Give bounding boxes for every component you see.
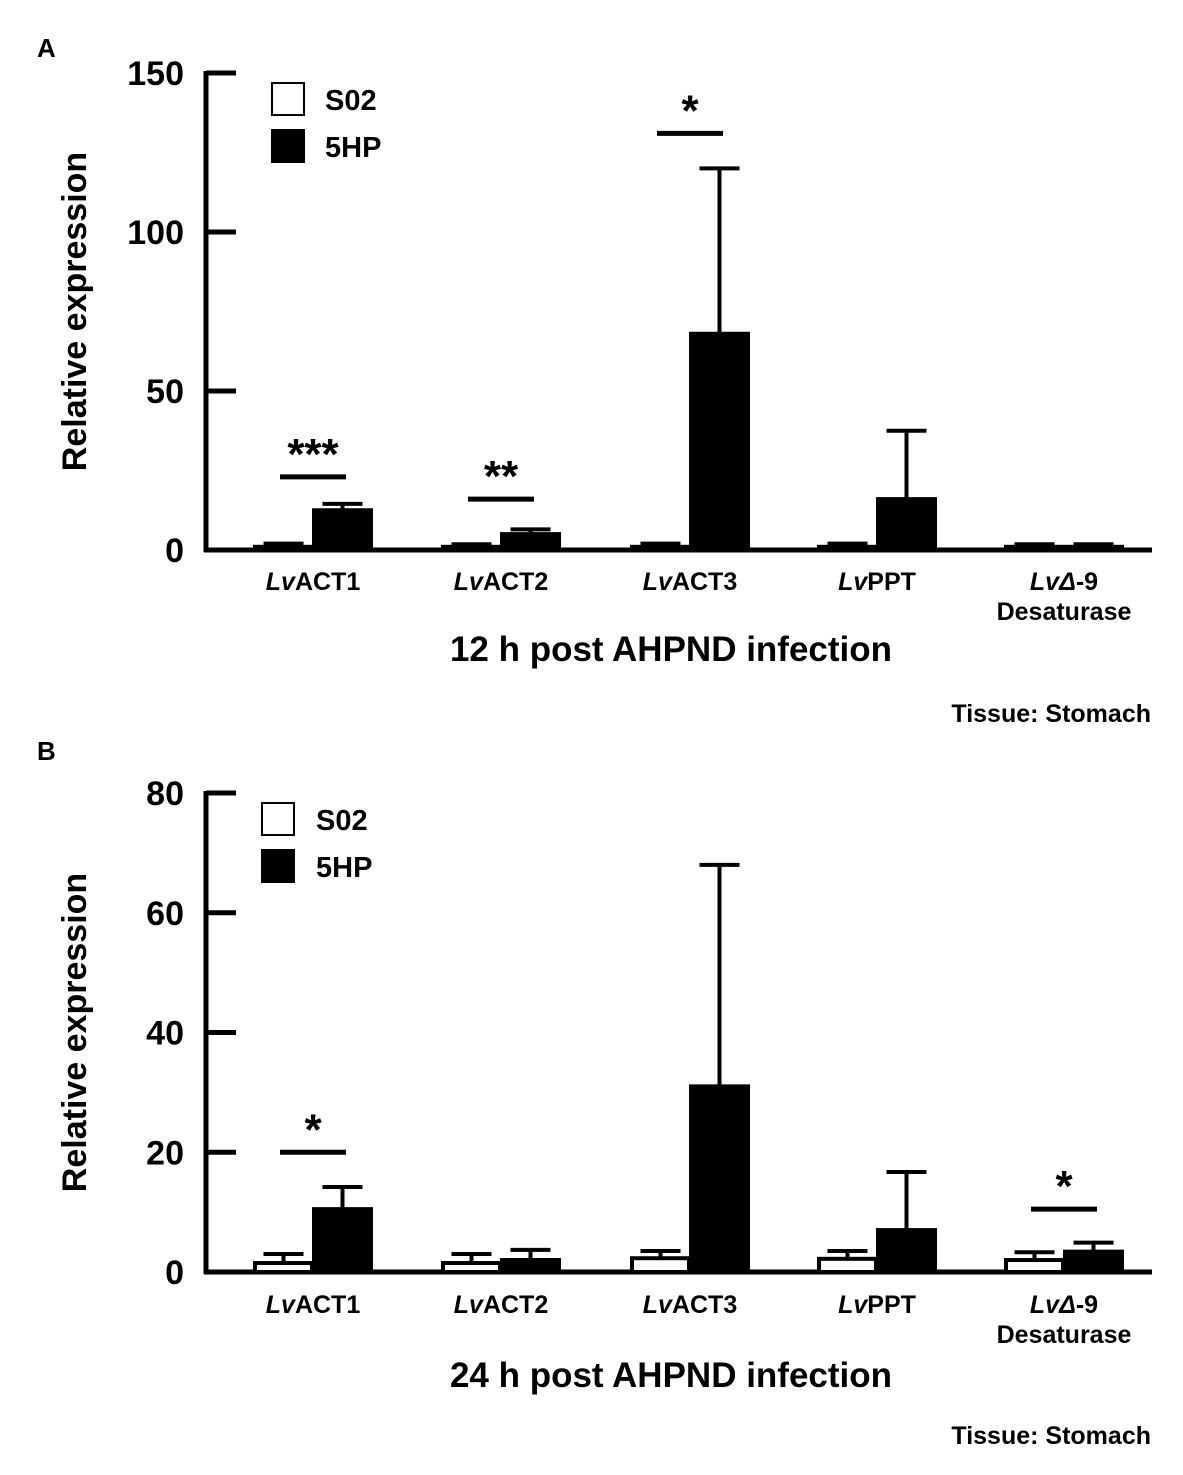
x-tick-label-name: ACT2 bbox=[483, 1291, 548, 1319]
x-tick-label-prefix: Lv bbox=[838, 1291, 869, 1319]
x-tick-label-prefix: Lv bbox=[838, 568, 869, 596]
bar-s02-0 bbox=[253, 544, 314, 553]
x-tick-label: LvPPT bbox=[838, 1291, 916, 1319]
bar-s02-1 bbox=[441, 1261, 502, 1275]
bar-s02-3 bbox=[817, 544, 878, 553]
x-tick-label-name: -9 bbox=[1076, 568, 1098, 596]
bar-5hp-1 bbox=[500, 532, 561, 552]
bar-s02-0 bbox=[253, 1261, 314, 1275]
x-tick-label: LvACT1 bbox=[266, 1291, 361, 1319]
y-tick-label: 150 bbox=[127, 55, 184, 93]
y-tick-label: 0 bbox=[165, 1254, 184, 1292]
significance-stars: * bbox=[681, 86, 699, 135]
x-tick-label-prefix: Lv bbox=[266, 1291, 297, 1319]
x-tick-label-name: ACT1 bbox=[295, 1291, 360, 1319]
bar-s02-4 bbox=[1004, 544, 1065, 553]
significance-stars: * bbox=[304, 1105, 322, 1154]
bar-s02-2 bbox=[630, 544, 691, 553]
bar-5hp-0 bbox=[312, 508, 373, 552]
bar-5hp-3 bbox=[876, 1228, 937, 1275]
x-tick-label-prefix: Lv bbox=[454, 568, 485, 596]
x-tick-label: LvPPT bbox=[838, 568, 916, 596]
bar-s02-2 bbox=[630, 1256, 691, 1275]
tissue-label: Tissue: Stomach bbox=[951, 700, 1151, 728]
x-tick-label: LvΔ-9 bbox=[1030, 1291, 1098, 1319]
y-tick-label: 50 bbox=[146, 373, 184, 411]
x-tick-label-prefix: Lv bbox=[643, 568, 674, 596]
x-tick-label: LvACT2 bbox=[454, 1291, 548, 1319]
x-tick-label-name: ACT3 bbox=[672, 568, 737, 596]
bar-s02-1 bbox=[441, 544, 502, 553]
bar-5hp-0 bbox=[312, 1207, 373, 1274]
y-tick-label: 20 bbox=[146, 1134, 184, 1172]
y-tick-label: 100 bbox=[127, 214, 184, 252]
legend-label-5hp: 5HP bbox=[316, 852, 372, 884]
x-tick-label: LvACT3 bbox=[643, 1291, 737, 1319]
x-tick-label-line2: Desaturase bbox=[997, 598, 1132, 626]
tissue-label: Tissue: Stomach bbox=[951, 1422, 1151, 1450]
x-tick-label-name: ACT3 bbox=[672, 1291, 737, 1319]
legend-swatch-s02 bbox=[271, 82, 305, 116]
x-tick-label-prefix: Lv bbox=[643, 1291, 674, 1319]
legend-label-5hp: 5HP bbox=[325, 132, 381, 164]
bar-5hp-3 bbox=[876, 497, 937, 552]
y-tick-label: 80 bbox=[146, 775, 184, 813]
bar-s02-4 bbox=[1004, 1258, 1065, 1275]
bar-5hp-2 bbox=[689, 1084, 750, 1274]
y-tick-label: 60 bbox=[146, 895, 184, 933]
x-tick-label-prefix: LvΔ bbox=[1030, 568, 1076, 596]
significance-stars: ** bbox=[484, 452, 519, 501]
legend-label-s02: S02 bbox=[316, 805, 368, 837]
y-tick-label: 0 bbox=[165, 532, 184, 570]
y-axis-label: Relative expression bbox=[56, 152, 94, 471]
y-axis-label: Relative expression bbox=[56, 873, 94, 1192]
legend-swatch-s02 bbox=[261, 802, 295, 836]
bar-5hp-2 bbox=[689, 331, 750, 553]
x-axis-title: 24 h post AHPND infection bbox=[450, 1356, 892, 1395]
bar-5hp-4 bbox=[1063, 544, 1124, 553]
x-tick-label-name: ACT2 bbox=[483, 568, 548, 596]
x-tick-label-name: PPT bbox=[867, 1291, 916, 1319]
y-tick-label: 40 bbox=[146, 1015, 184, 1053]
x-tick-label-name: -9 bbox=[1076, 1291, 1098, 1319]
x-tick-label-prefix: Lv bbox=[454, 1291, 485, 1319]
x-axis-title: 12 h post AHPND infection bbox=[450, 630, 892, 669]
x-tick-label-line2: Desaturase bbox=[997, 1321, 1132, 1349]
x-tick-label-name: ACT1 bbox=[295, 568, 360, 596]
x-tick-label: LvACT1 bbox=[266, 568, 361, 596]
panel-letter: A bbox=[37, 33, 56, 63]
bar-5hp-1 bbox=[500, 1258, 561, 1275]
significance-stars: * bbox=[1055, 1162, 1073, 1211]
legend-label-s02: S02 bbox=[325, 85, 377, 117]
x-tick-label-prefix: Lv bbox=[266, 568, 297, 596]
bar-5hp-4 bbox=[1063, 1249, 1124, 1274]
legend-swatch-5hp bbox=[271, 129, 305, 163]
bar-s02-3 bbox=[817, 1256, 878, 1275]
significance-stars: *** bbox=[287, 430, 339, 479]
x-tick-label: LvΔ-9 bbox=[1030, 568, 1098, 596]
x-tick-label: LvACT3 bbox=[643, 568, 737, 596]
x-tick-label: LvACT2 bbox=[454, 568, 548, 596]
panel-letter: B bbox=[37, 736, 56, 766]
legend-swatch-5hp bbox=[261, 849, 295, 883]
x-tick-label-prefix: LvΔ bbox=[1030, 1291, 1076, 1319]
x-tick-label-name: PPT bbox=[867, 568, 916, 596]
